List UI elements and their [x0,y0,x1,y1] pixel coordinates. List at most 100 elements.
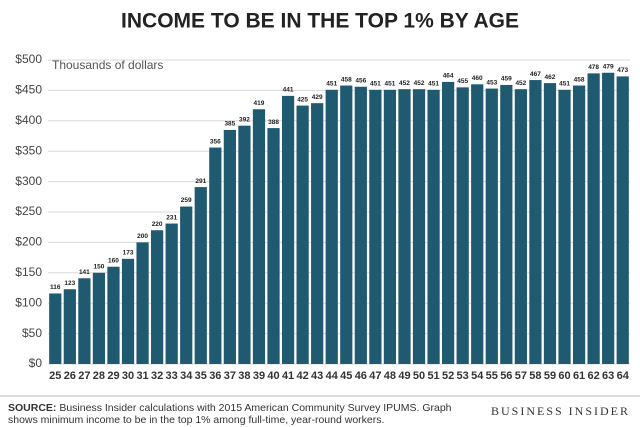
x-tick-label: 46 [355,370,367,382]
x-tick-label: 50 [413,370,425,382]
bar [616,76,629,364]
bar [325,89,338,365]
x-tick-label: 59 [544,370,556,382]
x-tick-label: 26 [64,370,76,382]
source: SOURCE: Business Insider calculations wi… [8,402,478,426]
bar [63,289,76,364]
x-tick-label: 56 [500,370,512,382]
x-tick-label: 47 [369,370,381,382]
bar [369,89,382,365]
x-tick-label: 52 [442,370,454,382]
data-label: 464 [443,73,454,80]
bar [267,128,280,364]
data-label: 462 [545,74,556,81]
x-tick-label: 55 [486,370,498,382]
data-label: 452 [414,80,425,87]
bar [165,223,178,364]
data-label: 123 [64,280,75,287]
x-tick-label: 37 [224,370,236,382]
data-label: 473 [617,67,628,74]
bar [252,109,266,364]
y-tick-label: $0 [29,356,43,370]
bar [427,89,440,365]
bar [500,84,513,364]
x-tick-label: 43 [311,370,323,382]
bar [311,103,324,364]
data-label: 392 [239,116,250,123]
x-tick-label: 57 [515,370,527,382]
chart-title: INCOME TO BE IN THE TOP 1% BY AGE [121,10,519,33]
data-label: 200 [137,233,148,240]
data-label: 150 [93,264,104,271]
x-tick-label: 41 [282,370,294,382]
bar [529,80,542,365]
x-tick-label: 53 [457,370,469,382]
data-label: 388 [268,119,279,126]
y-tick-label: $450 [15,83,42,97]
data-label: 291 [195,178,206,185]
data-label: 441 [283,87,294,94]
data-label: 460 [472,75,483,82]
x-tick-label: 35 [195,370,207,382]
data-label: 451 [326,81,337,88]
bar [514,89,527,365]
bar [78,278,91,364]
data-label: 451 [428,81,439,88]
bar [49,293,62,364]
data-label: 419 [254,100,265,107]
x-tick-label: 39 [253,370,265,382]
brand: BUSINESS INSIDER [490,404,630,418]
x-tick-label: 30 [122,370,134,382]
x-tick-label: 58 [529,370,541,382]
data-label: 385 [224,121,235,128]
data-label: 259 [181,197,192,204]
source-label: SOURCE: [8,402,57,414]
bar [121,258,135,364]
x-tick-label: 34 [180,370,193,382]
data-label: 458 [341,76,352,83]
x-tick-label: 40 [267,370,279,382]
data-label: 452 [515,80,526,87]
y-tick-label: $250 [15,204,42,218]
data-label: 356 [210,138,221,145]
bar [398,89,411,365]
data-label: 451 [384,81,395,88]
x-tick-label: 33 [166,370,178,382]
x-tick-label: 63 [602,370,614,382]
x-tick-label: 27 [78,370,90,382]
bar [587,73,600,364]
bar [223,129,236,364]
bar [602,72,615,364]
y-tick-label: $150 [15,265,42,279]
x-tick-label: 42 [297,370,309,382]
data-label: 479 [603,63,614,70]
x-tick-label: 38 [238,370,250,382]
bar [281,95,295,364]
y-tick-label: $300 [15,174,42,188]
data-label: 429 [312,94,323,101]
data-label: 231 [166,214,177,221]
bar [151,230,164,364]
y-tick-label: $400 [15,113,42,127]
x-tick-label: 44 [326,370,339,382]
bar [194,187,207,364]
bar [92,272,106,364]
y-tick-label: $100 [15,295,42,309]
data-label: 451 [370,81,381,88]
data-label: 220 [152,221,163,228]
x-tick-label: 28 [93,370,105,382]
bar [180,206,193,364]
bar [456,87,469,365]
chart: INCOME TO BE IN THE TOP 1% BY AGE Thousa… [0,10,640,397]
data-label: 458 [574,76,585,83]
source-text: Business Insider calculations with 2015 … [8,402,452,426]
bar [340,85,353,364]
bar [209,147,222,364]
data-label: 459 [501,76,512,83]
x-tick-label: 54 [471,370,484,382]
bar [471,84,484,364]
bar [442,81,455,364]
data-label: 452 [399,80,410,87]
data-label: 455 [457,78,468,85]
bar [558,89,571,365]
